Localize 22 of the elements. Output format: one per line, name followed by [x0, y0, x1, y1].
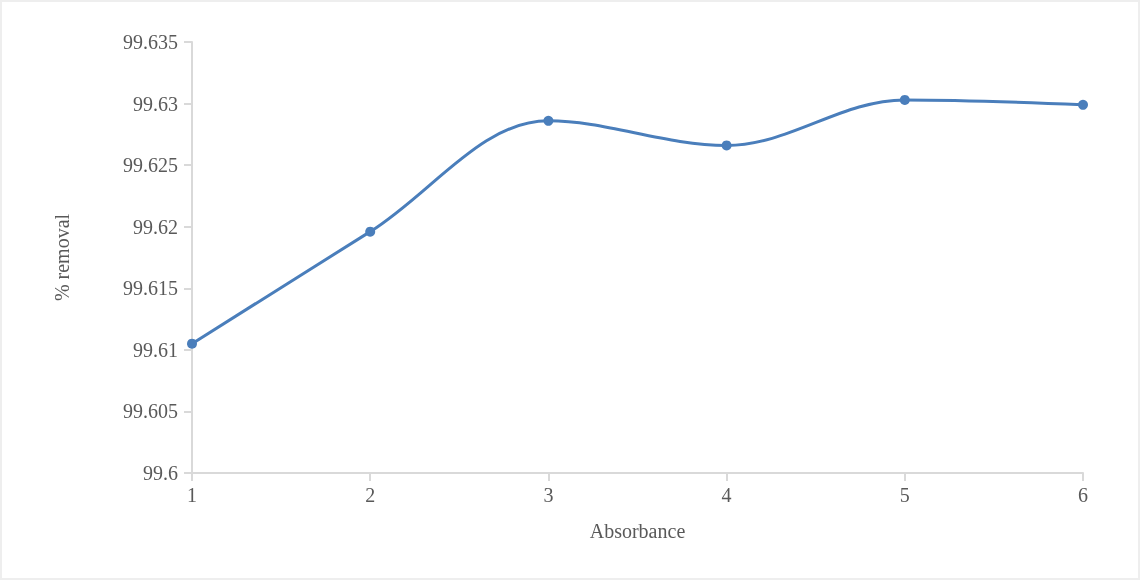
- y-tick-label: 99.605: [123, 400, 178, 423]
- y-tick-label: 99.63: [133, 92, 178, 115]
- x-tick-label: 1: [187, 484, 197, 506]
- x-tick-label: 2: [365, 484, 376, 506]
- x-tick-label: 3: [543, 484, 554, 506]
- point: [365, 226, 376, 237]
- x-tick-label: 6: [1078, 484, 1088, 506]
- y-tick-label: 99.615: [123, 277, 178, 300]
- point: [187, 338, 197, 349]
- x-axis-title: Absorbance: [589, 520, 686, 542]
- point: [543, 115, 554, 126]
- y-tick-label: 99.625: [123, 154, 178, 177]
- y-tick-label: 99.635: [123, 31, 178, 53]
- point: [721, 140, 732, 151]
- y-tick-label: 99.6: [143, 462, 178, 484]
- y-tick-label: 99.62: [133, 215, 178, 238]
- x-tick-label: 5: [899, 484, 910, 506]
- point: [1078, 99, 1088, 110]
- point: [899, 94, 910, 105]
- y-axis-title: % removal: [51, 213, 73, 302]
- y-tick-label: 99.61: [133, 338, 178, 361]
- x-tick-label: 4: [721, 484, 732, 506]
